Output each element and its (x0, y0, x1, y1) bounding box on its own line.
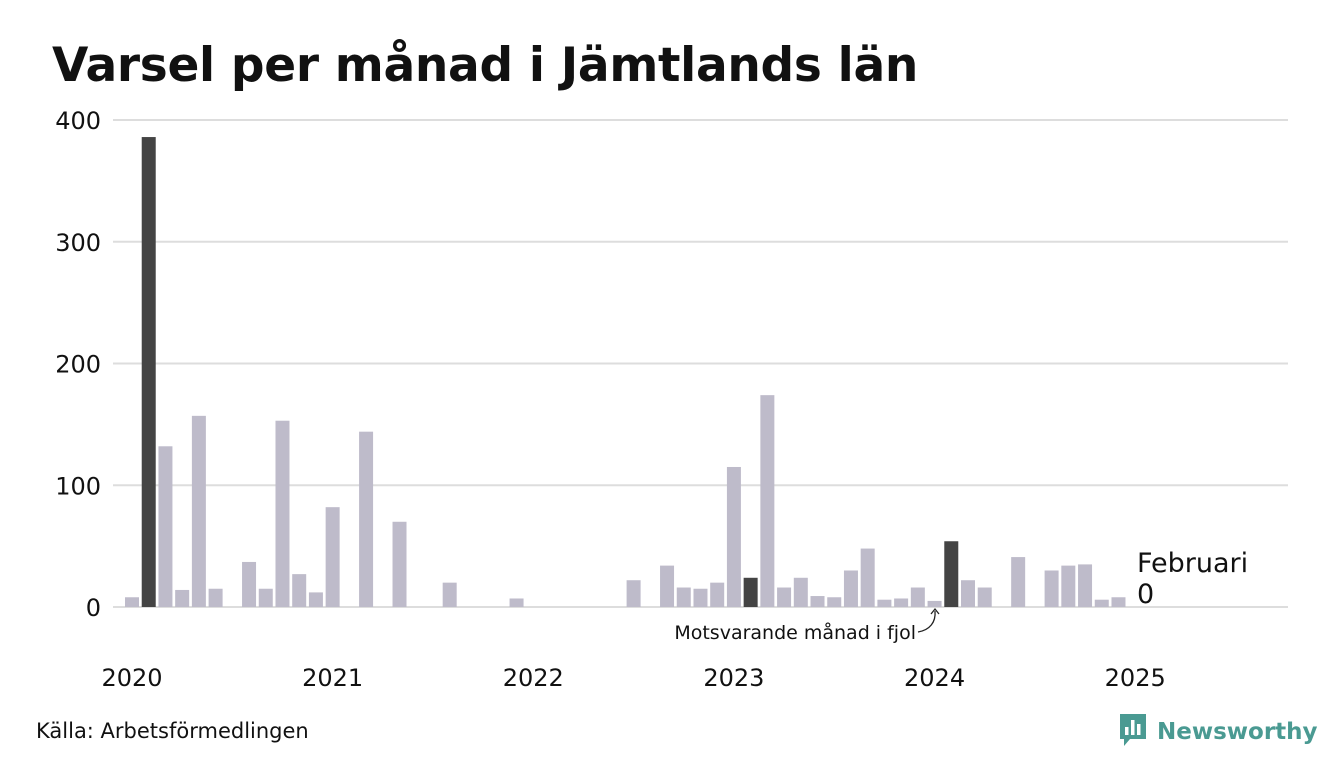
bar (125, 597, 139, 607)
bar (927, 600, 942, 607)
x-axis-ticks: 2020 2021 2022 2023 2024 2025 (101, 664, 1165, 692)
bar-highlighted (141, 137, 156, 608)
brand-logo[interactable]: Newsworthy (1118, 713, 1318, 751)
bar-highlighted (944, 541, 959, 607)
annotation-label: Motsvarande månad i fjol (674, 621, 916, 644)
bar (1011, 557, 1026, 607)
bar (710, 582, 725, 607)
annotation-arrow (917, 610, 936, 633)
x-tick-label: 2024 (904, 664, 965, 692)
y-tick-label: 0 (86, 594, 101, 622)
bar (894, 598, 909, 607)
bar (1094, 599, 1109, 607)
bar (1078, 564, 1093, 607)
annotation-arrowhead (930, 607, 940, 615)
bar (676, 587, 691, 607)
y-tick-label: 200 (55, 351, 101, 379)
y-tick-label: 100 (55, 472, 101, 500)
bars (125, 137, 1126, 608)
bar (175, 589, 190, 607)
bar (509, 598, 524, 607)
bar (258, 588, 273, 607)
bar (810, 596, 825, 607)
annotation: Motsvarande månad i fjol (674, 607, 940, 644)
bar (442, 582, 457, 607)
y-tick-label: 400 (55, 107, 101, 135)
y-tick-label: 300 (55, 229, 101, 257)
grid-lines (113, 119, 1288, 608)
bar (977, 587, 992, 607)
latest-month-label: Februari (1137, 548, 1248, 579)
bar (726, 466, 741, 607)
bar (1061, 565, 1076, 607)
latest-value-label: Februari 0 (1137, 548, 1248, 610)
bar (626, 580, 641, 607)
x-tick-label: 2023 (703, 664, 764, 692)
y-axis-ticks: 0 100 200 300 400 (55, 107, 101, 622)
bar (827, 597, 842, 607)
bar (793, 577, 808, 607)
bar (158, 446, 173, 607)
bar (275, 420, 290, 607)
bar (760, 395, 775, 607)
newsworthy-logo-icon (1118, 712, 1148, 752)
bar (359, 431, 374, 607)
bar (877, 599, 892, 607)
x-tick-label: 2020 (101, 664, 162, 692)
latest-value-text: 0 (1137, 579, 1154, 610)
bar (242, 561, 257, 607)
x-tick-label: 2025 (1105, 664, 1166, 692)
x-tick-label: 2021 (302, 664, 363, 692)
source-note: Källa: Arbetsförmedlingen (36, 719, 309, 743)
x-tick-label: 2022 (503, 664, 564, 692)
bar (693, 588, 708, 607)
bar (1044, 570, 1059, 607)
bar (1111, 597, 1126, 607)
bar-highlighted (743, 577, 758, 607)
bar (191, 415, 206, 607)
bar (325, 507, 340, 607)
bar (208, 588, 223, 607)
bar (860, 548, 875, 607)
bar (292, 574, 307, 607)
brand-name: Newsworthy (1157, 719, 1318, 745)
bar (777, 587, 792, 607)
bar (392, 521, 407, 607)
bar (910, 587, 925, 607)
bar (961, 580, 975, 607)
bar (843, 570, 858, 607)
page-title: Varsel per månad i Jämtlands län (52, 38, 919, 93)
bar (308, 592, 323, 607)
bar (660, 565, 675, 607)
